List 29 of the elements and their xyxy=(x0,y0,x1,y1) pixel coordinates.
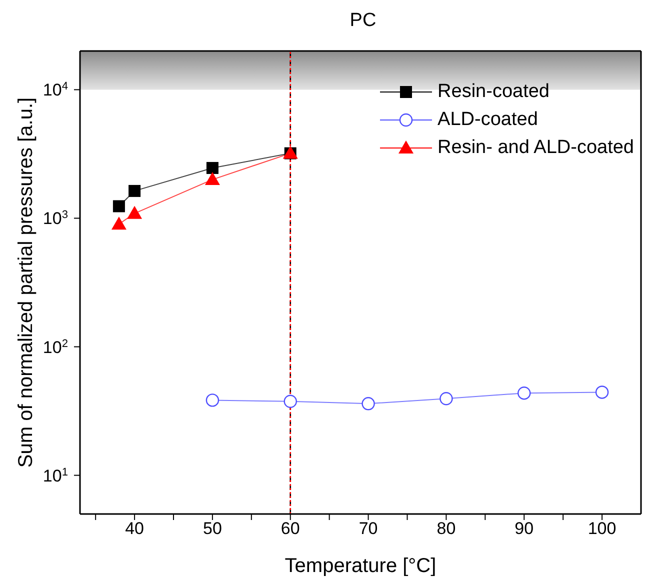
y-tick-label: 10$^{2}$ xyxy=(42,338,68,357)
legend-label: Resin- and ALD-coated xyxy=(438,137,634,159)
point xyxy=(112,200,125,212)
x-tick-label: 90 xyxy=(514,519,534,538)
point xyxy=(204,172,220,186)
point xyxy=(518,386,531,400)
point xyxy=(284,394,297,408)
x-tick-label: 70 xyxy=(358,519,378,538)
x-tick-label: 80 xyxy=(436,519,456,538)
point xyxy=(128,184,141,197)
x-axis-title: Temperature [°C] xyxy=(284,555,436,577)
y-tick-label: 10$^{3}$ xyxy=(42,209,68,228)
point xyxy=(206,394,220,407)
point xyxy=(127,206,142,219)
x-tick-label: 60 xyxy=(280,519,300,538)
point xyxy=(362,397,375,410)
x-tick-label: 50 xyxy=(202,519,222,538)
y-tick-label: 10$^{4}$ xyxy=(42,80,68,100)
legend-label: ALD-coated xyxy=(438,109,538,131)
point xyxy=(206,162,218,174)
point xyxy=(595,386,609,399)
point xyxy=(111,216,126,230)
legend-label: Resin-coated xyxy=(438,81,550,103)
chart-title: PC xyxy=(348,10,378,32)
x-tick-label: 40 xyxy=(125,519,144,538)
y-axis-title: Sum of normalized partial pressures [a.u.] xyxy=(15,97,37,468)
point xyxy=(440,392,453,406)
x-tick-label: 100 xyxy=(588,519,616,538)
y-tick-label: 10$^{1}$ xyxy=(42,466,68,486)
